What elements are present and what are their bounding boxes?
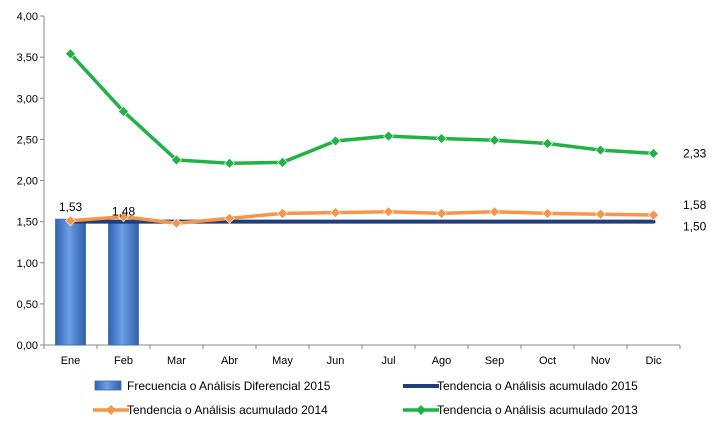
- y-tick-label: 1,50: [17, 217, 38, 229]
- series-line-2: [68, 210, 656, 226]
- x-tick-label: Abr: [221, 355, 238, 367]
- legend-marker: [416, 405, 426, 415]
- series-point: [489, 134, 500, 146]
- legend-label: Tendencia o Análisis acumulado 2014: [127, 403, 328, 417]
- series-point: [224, 212, 235, 224]
- end-data-label: 2,33: [683, 146, 707, 160]
- series-point: [383, 130, 394, 142]
- axes: 0,00 0,50 1,00 1,50 2,00 2,50 3,00 3,50 4,00 Ene F…: [17, 11, 681, 367]
- legend-bar-swatch: [94, 380, 122, 391]
- series-point: [542, 207, 553, 219]
- series-point: [277, 207, 288, 219]
- end-data-label: 1,50: [683, 220, 707, 234]
- y-tick-label: 4,00: [17, 11, 38, 23]
- series-point: [277, 156, 288, 168]
- x-tick-label: Feb: [114, 355, 133, 367]
- series-line-3: [68, 52, 656, 165]
- x-tick-label: Oct: [539, 355, 556, 367]
- bar-data-label: 1,48: [112, 204, 136, 218]
- series-point: [224, 157, 235, 169]
- series-point: [383, 206, 394, 218]
- lines: [65, 48, 659, 229]
- x-tick-label: Mar: [167, 355, 186, 367]
- y-tick-label: 1,00: [17, 258, 38, 270]
- x-tick-label: Ene: [61, 355, 81, 367]
- series-point: [542, 138, 553, 149]
- series-point: [118, 105, 129, 117]
- data-labels: 1,53 1,48 1,50 1,58 2,33: [59, 146, 707, 233]
- x-tick-label: Nov: [591, 355, 611, 367]
- x-tick-label: Sep: [485, 355, 505, 367]
- x-tick-label: Jul: [381, 355, 395, 367]
- bar-data-label: 1,53: [59, 200, 83, 214]
- series-point: [330, 207, 341, 219]
- y-tick-label: 2,00: [17, 176, 38, 188]
- bar-feb: [108, 222, 139, 346]
- legend-marker: [106, 405, 116, 415]
- series-point: [330, 135, 341, 147]
- series-point: [489, 206, 500, 218]
- bar-ene: [55, 218, 86, 346]
- series-point: [648, 209, 659, 221]
- legend-label: Frecuencia o Análisis Diferencial 2015: [127, 379, 331, 393]
- x-tick-label: Ago: [432, 355, 452, 367]
- x-tick-label: Dic: [646, 355, 662, 367]
- series-point: [436, 133, 447, 144]
- series-point: [595, 208, 606, 220]
- series-point: [595, 144, 606, 156]
- series-point: [171, 217, 182, 229]
- series-point: [436, 207, 447, 219]
- y-tick-label: 3,00: [17, 93, 38, 105]
- series-point: [171, 154, 182, 166]
- x-tick-label: Jun: [327, 355, 345, 367]
- series-point: [65, 215, 76, 227]
- legend-label: Tendencia o Análisis acumulado 2015: [437, 379, 638, 393]
- bars: [55, 218, 139, 346]
- series-point: [65, 48, 76, 60]
- y-tick-label: 2,50: [17, 134, 38, 146]
- y-tick-label: 0,50: [17, 299, 38, 311]
- legend-label: Tendencia o Análisis acumulado 2013: [437, 403, 638, 417]
- end-data-label: 1,58: [683, 198, 707, 212]
- series-point: [118, 211, 129, 223]
- x-tick-label: May: [272, 355, 293, 367]
- legend: Frecuencia o Análisis Diferencial 2015 Te…: [93, 379, 638, 417]
- y-tick-label: 0,00: [17, 340, 38, 352]
- y-tick-label: 3,50: [17, 52, 38, 64]
- series-point: [648, 147, 659, 159]
